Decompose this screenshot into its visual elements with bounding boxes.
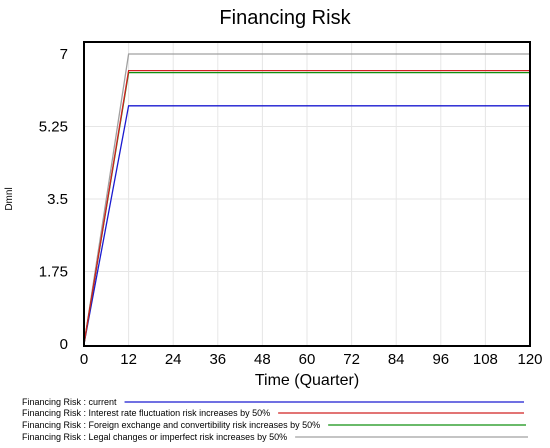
y-tick-label: 3.5 [47, 191, 68, 208]
x-tick-label: 12 [120, 351, 137, 368]
x-tick-label: 84 [388, 351, 405, 368]
x-axis-ticks: 0 12 24 36 48 60 72 84 96 108 120 [80, 351, 543, 368]
plot-frame [83, 41, 531, 347]
x-tick-label: 24 [165, 351, 182, 368]
x-tick-label: 48 [254, 351, 271, 368]
x-axis-label: Time (Quarter) [255, 372, 359, 389]
y-axis-label: Dmnl [4, 187, 15, 210]
x-tick-label: 108 [473, 351, 498, 368]
x-tick-label: 36 [209, 351, 226, 368]
grid-lines [84, 42, 530, 346]
y-tick-label: 5.25 [39, 119, 68, 136]
y-tick-label: 0 [60, 336, 68, 353]
y-tick-label: 7 [60, 46, 68, 63]
x-tick-label: 96 [432, 351, 449, 368]
legend-label-3: Financing Risk : Legal changes or imperf… [22, 432, 287, 442]
series-line-3 [83, 53, 530, 345]
x-tick-label: 72 [343, 351, 360, 368]
x-tick-label: 60 [299, 351, 316, 368]
legend-label-2: Financing Risk : Foreign exchange and co… [22, 420, 320, 430]
x-tick-label: 0 [80, 351, 88, 368]
chart-title: Financing Risk [219, 7, 351, 29]
legend-label-0: Financing Risk : current [22, 397, 117, 407]
x-tick-label: 120 [517, 351, 542, 368]
legend-label-1: Financing Risk : Interest rate fluctuati… [22, 408, 270, 418]
series-line-1 [83, 69, 530, 345]
series-lines [83, 53, 530, 345]
y-tick-label: 1.75 [39, 264, 68, 281]
series-line-0 [83, 105, 530, 345]
y-axis-ticks: 0 1.75 3.5 5.25 7 [39, 46, 68, 353]
